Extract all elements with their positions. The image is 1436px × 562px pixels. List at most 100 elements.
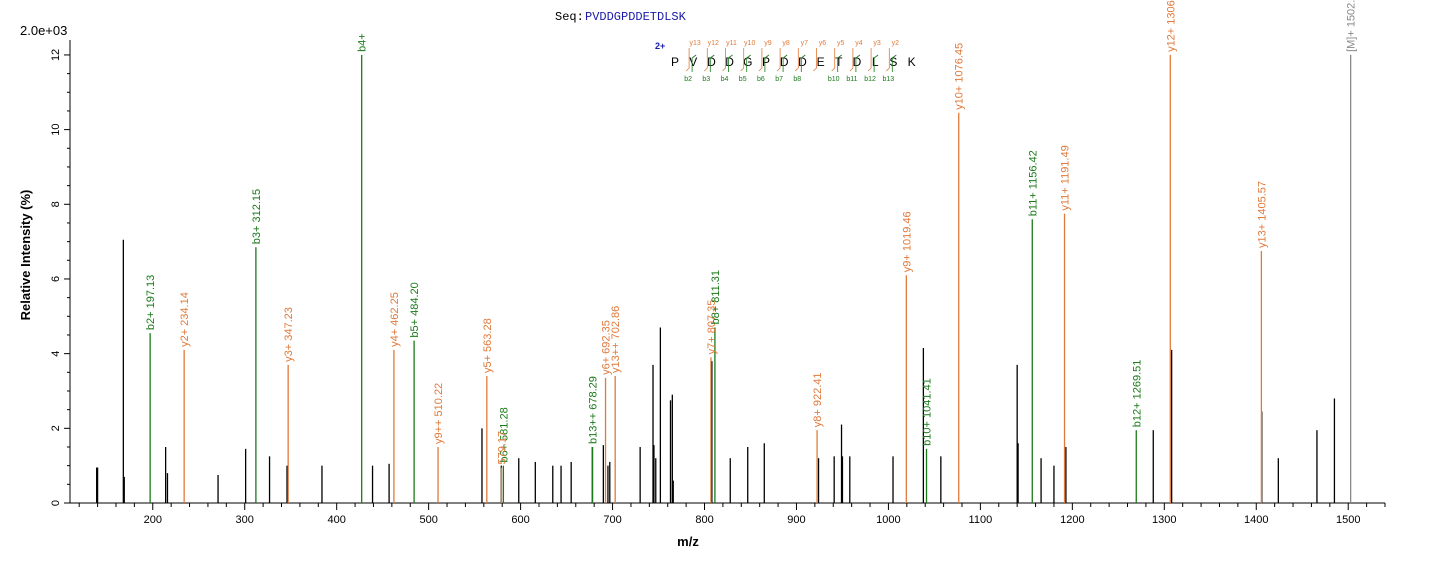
y-ion-label: y5+ 563.28: [482, 318, 494, 373]
charge-label: 2+: [655, 41, 665, 51]
y-tick-label: 8: [50, 201, 62, 207]
b-ion-label: b10+ 1041.41: [922, 378, 934, 446]
y-ion-label: y13++ 702.86: [610, 306, 622, 373]
y-ion-label: y10+ 1076.45: [954, 43, 966, 110]
y-ion-label: y11+ 1191.49: [1060, 145, 1072, 210]
y-ion-bracket: [704, 48, 708, 72]
x-tick-label: 1100: [969, 514, 993, 526]
y-ion-marker: y7: [801, 40, 809, 47]
b-ion-bracket: [855, 54, 861, 72]
y-ion-label: y2+ 234.14: [179, 292, 191, 347]
y-ion-bracket: [813, 48, 817, 72]
x-tick-label: 1400: [1244, 514, 1268, 526]
y-ion-marker: y10: [744, 40, 755, 47]
sequence-residue: D: [707, 55, 716, 69]
y-tick-label: 6: [50, 276, 62, 282]
b-ion-label: b12+ 1269.51: [1131, 360, 1143, 428]
y-ion-bracket: [740, 48, 745, 72]
sequence-residue: P: [762, 55, 770, 69]
sequence-residue: G: [743, 55, 752, 69]
sequence-residue: S: [889, 55, 897, 69]
y-ion-marker: y13: [689, 40, 700, 47]
b-ion-label: b2+ 197.13: [145, 275, 157, 330]
sequence-value: PVDDGPDDETDLSK: [585, 10, 687, 24]
y-tick-label: 2: [50, 425, 62, 431]
b-ion-label: b13++ 678.29: [588, 376, 600, 444]
y-ion-label: y7+ 807.35: [706, 300, 718, 355]
x-tick-label: 600: [511, 514, 529, 526]
b-ion-marker: b11: [846, 76, 857, 83]
peaks: [96, 54, 1352, 503]
x-tick-label: 1200: [1060, 514, 1084, 526]
sequence-residue: D: [798, 55, 807, 69]
intensity-scale-label: 2.0e+03: [20, 23, 67, 38]
sequence-residue: P: [671, 55, 679, 69]
x-tick-label: 800: [695, 514, 713, 526]
sequence-residue: D: [853, 55, 862, 69]
b-ion-marker: b7: [775, 76, 783, 83]
b-ion-marker: b6: [757, 76, 765, 83]
x-tick-label: 300: [236, 514, 254, 526]
y-ion-marker: y8: [782, 40, 790, 47]
x-tick-label: 500: [419, 514, 437, 526]
y-ion-label: y13+ 1405.57: [1256, 181, 1268, 248]
sequence-residue: K: [908, 55, 916, 69]
y-ion-label: 579.17: [496, 431, 508, 465]
y-ion-marker: y4: [855, 40, 863, 47]
b-ion-bracket: [837, 54, 842, 72]
b-ion-label: b5+ 484.20: [409, 282, 421, 337]
sequence-residue: T: [835, 55, 843, 69]
b-ion-label: b11+ 1156.42: [1027, 150, 1039, 216]
b-ion-label: b3+ 312.15: [251, 189, 263, 244]
b-ion-marker: b10: [828, 76, 840, 83]
y-ion-bracket: [685, 48, 690, 72]
y-ion-label: y9++ 510.22: [433, 383, 445, 444]
sequence-label: Seq:: [555, 10, 584, 24]
b-ion-marker: b12: [864, 76, 876, 83]
y-ion-bracket: [776, 48, 781, 72]
x-tick-label: 1000: [876, 514, 900, 526]
y-ion-marker: y11: [726, 40, 737, 47]
y-tick-label: 10: [50, 123, 62, 135]
y-ion-label: y12+ 1306.51: [1165, 0, 1177, 52]
y-tick-label: 4: [50, 351, 62, 357]
b-ion-label: b8+ 811.31: [710, 270, 722, 325]
y-ion-marker: y6: [819, 40, 827, 47]
b-ion-bracket: [728, 54, 733, 72]
b-ion-label: b4+: [357, 33, 369, 52]
y-ion-label: y6+ 692.35: [601, 320, 613, 375]
x-tick-label: 200: [144, 514, 162, 526]
b-ion-marker: b5: [739, 76, 747, 83]
y-ion-bracket: [795, 48, 799, 72]
y-ion-marker: y9: [764, 40, 772, 47]
x-tick-label: 400: [327, 514, 345, 526]
y-ion-label: y9+ 1019.46: [901, 211, 913, 272]
y-ion-marker: y2: [892, 40, 900, 47]
b-ion-bracket: [746, 54, 751, 72]
sequence-residue: V: [689, 55, 697, 69]
y-ion-label: y3+ 347.23: [283, 307, 295, 362]
x-axis-title: m/z: [677, 534, 699, 549]
b-ion-marker: b13: [882, 76, 894, 83]
b-ion-marker: b3: [702, 76, 710, 83]
sequence-residue: L: [872, 55, 879, 69]
b-ion-bracket: [764, 54, 770, 72]
x-tick-label: 1300: [1152, 514, 1176, 526]
y-ion-marker: y12: [708, 40, 719, 47]
b-ion-bracket: [800, 54, 806, 72]
b-ion-bracket: [873, 54, 879, 72]
b-ion-bracket: [709, 54, 715, 72]
y-ion-label: y8+ 922.41: [812, 372, 824, 427]
x-tick-label: 1500: [1336, 514, 1360, 526]
y-ion-bracket: [758, 48, 763, 72]
y-ion-bracket: [831, 48, 836, 72]
y-tick-label: 0: [50, 500, 62, 506]
b-ion-marker: b2: [684, 76, 692, 83]
y-ion-bracket: [849, 48, 854, 72]
b-ion-bracket: [691, 54, 697, 72]
x-tick-label: 900: [787, 514, 805, 526]
peak-labels: b2+ 197.13 y2+ 234.14 b3+ 312.15 y3+ 347.23…: [145, 0, 1358, 465]
y-ion-bracket: [722, 48, 726, 72]
